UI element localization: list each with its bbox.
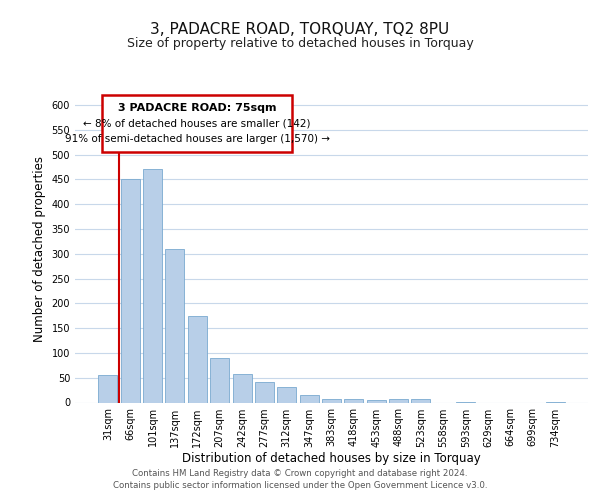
Text: Contains public sector information licensed under the Open Government Licence v3: Contains public sector information licen… [113, 482, 487, 490]
Bar [412, 398, 430, 402]
Bar [255, 382, 274, 402]
Bar [188, 316, 207, 402]
Y-axis label: Number of detached properties: Number of detached properties [33, 156, 46, 342]
Text: Size of property relative to detached houses in Torquay: Size of property relative to detached ho… [127, 38, 473, 51]
Bar [166, 248, 184, 402]
Bar [210, 358, 229, 403]
FancyBboxPatch shape [102, 95, 292, 152]
Bar [389, 398, 408, 402]
Text: 3, PADACRE ROAD, TORQUAY, TQ2 8PU: 3, PADACRE ROAD, TORQUAY, TQ2 8PU [151, 22, 449, 38]
Text: 91% of semi-detached houses are larger (1,570) →: 91% of semi-detached houses are larger (… [65, 134, 329, 144]
Bar [367, 400, 386, 402]
Bar [233, 374, 251, 402]
Bar [98, 375, 118, 402]
Bar [299, 395, 319, 402]
Text: 3 PADACRE ROAD: 75sqm: 3 PADACRE ROAD: 75sqm [118, 102, 277, 113]
Text: ← 8% of detached houses are smaller (142): ← 8% of detached houses are smaller (142… [83, 118, 311, 128]
Bar [322, 399, 341, 402]
X-axis label: Distribution of detached houses by size in Torquay: Distribution of detached houses by size … [182, 452, 481, 466]
Text: Contains HM Land Registry data © Crown copyright and database right 2024.: Contains HM Land Registry data © Crown c… [132, 470, 468, 478]
Bar [143, 170, 162, 402]
Bar [344, 398, 364, 402]
Bar [277, 386, 296, 402]
Bar [121, 180, 140, 402]
